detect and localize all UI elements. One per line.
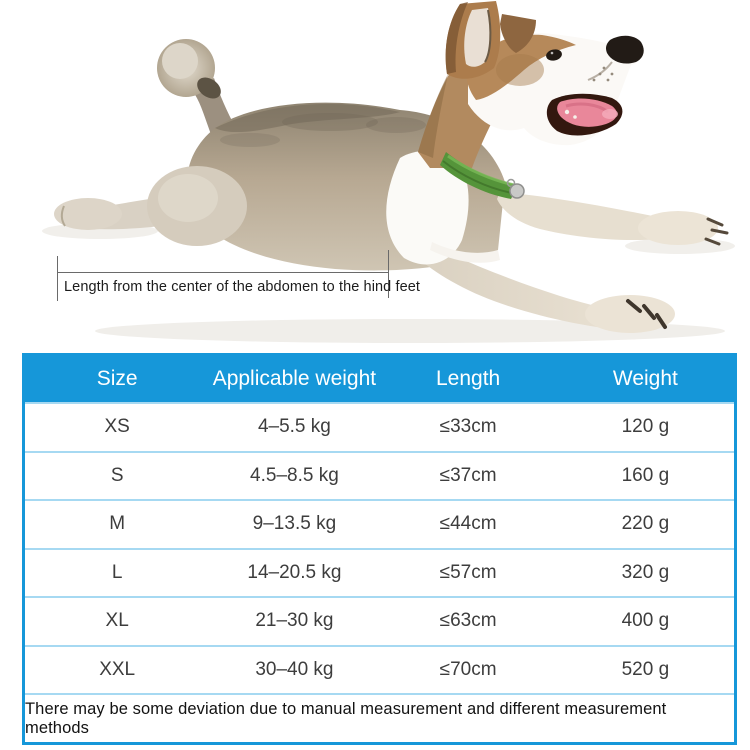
cell-size: XL — [25, 596, 210, 646]
cell-length: ≤37cm — [379, 450, 557, 500]
cell-applicable-weight: 30–40 kg — [209, 644, 380, 693]
dog-head — [445, 1, 644, 146]
cell-applicable-weight: 9–13.5 kg — [209, 499, 380, 549]
collar-tag — [509, 183, 525, 199]
cell-weight: 120 g — [556, 402, 734, 452]
cell-size: XS — [25, 402, 210, 452]
col-header-weight: Weight — [556, 356, 734, 403]
dog-nose — [606, 35, 644, 64]
cell-weight: 320 g — [556, 547, 734, 597]
dog-collar — [440, 152, 525, 199]
measure-line — [57, 272, 389, 273]
dog-figure — [0, 0, 750, 350]
dog-whisker-dots — [592, 66, 614, 82]
cell-length: ≤44cm — [379, 499, 557, 549]
table-row-xxl: XXL 30–40 kg ≤70cm 520 g — [25, 644, 734, 693]
size-table: Size Applicable weight Length Weight XS … — [25, 356, 734, 693]
col-header-length: Length — [379, 356, 557, 403]
cell-length: ≤70cm — [379, 644, 557, 693]
dog-chest — [386, 150, 500, 265]
cell-applicable-weight: 14–20.5 kg — [209, 547, 380, 597]
col-header-size: Size — [25, 356, 210, 403]
measure-tick-right — [388, 250, 389, 298]
cell-length: ≤57cm — [379, 547, 557, 597]
cell-length: ≤33cm — [379, 402, 557, 452]
table-row-m: M 9–13.5 kg ≤44cm 220 g — [25, 499, 734, 549]
cell-length: ≤63cm — [379, 596, 557, 646]
dog-eye — [546, 49, 562, 61]
cell-applicable-weight: 4.5–8.5 kg — [209, 450, 380, 500]
dog-hock — [147, 166, 247, 246]
cell-weight: 160 g — [556, 450, 734, 500]
dog-hind-leg — [54, 196, 168, 230]
cell-weight: 220 g — [556, 499, 734, 549]
cell-weight: 400 g — [556, 596, 734, 646]
table-row-l: L 14–20.5 kg ≤57cm 320 g — [25, 547, 734, 597]
dog-front-leg-near — [410, 238, 675, 333]
table-row-s: S 4.5–8.5 kg ≤37cm 160 g — [25, 450, 734, 500]
dog-front-leg-far — [497, 192, 729, 246]
measurement-label: Length from the center of the abdomen to… — [64, 279, 421, 295]
measure-tick-left — [57, 256, 58, 301]
measurement-note: There may be some deviation due to manua… — [25, 693, 734, 742]
dog-mouth — [546, 93, 623, 136]
cell-applicable-weight: 21–30 kg — [209, 596, 380, 646]
cell-size: M — [25, 499, 210, 549]
size-chart: Size Applicable weight Length Weight XS … — [22, 353, 737, 745]
cell-weight: 520 g — [556, 644, 734, 693]
cell-size: XXL — [25, 644, 210, 693]
col-header-applicable-weight: Applicable weight — [209, 356, 380, 403]
cell-size: S — [25, 450, 210, 500]
dog-ear-far — [500, 14, 536, 53]
cell-applicable-weight: 4–5.5 kg — [209, 402, 380, 452]
husky-puppy-image — [42, 1, 735, 343]
table-row-xs: XS 4–5.5 kg ≤33cm 120 g — [25, 402, 734, 452]
cell-size: L — [25, 547, 210, 597]
table-header-row: Size Applicable weight Length Weight — [25, 356, 734, 403]
table-row-xl: XL 21–30 kg ≤63cm 400 g — [25, 596, 734, 646]
